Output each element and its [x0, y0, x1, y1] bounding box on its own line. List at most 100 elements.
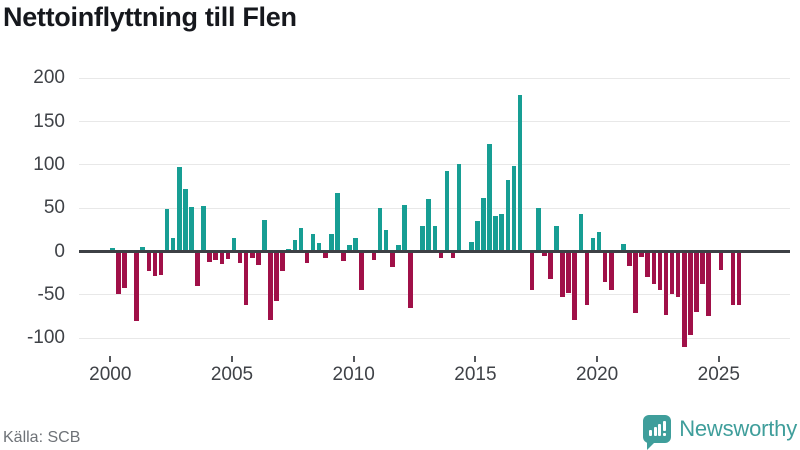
bar-negative — [359, 251, 365, 290]
bar-negative — [718, 251, 724, 270]
bar-negative — [438, 251, 444, 258]
bar-negative — [450, 251, 456, 258]
bar-positive — [578, 214, 584, 252]
bar-negative — [249, 251, 255, 259]
bar-positive — [487, 144, 492, 252]
x-axis-tick-label: 2010 — [332, 364, 375, 385]
bar-positive — [353, 237, 358, 252]
bar-negative — [134, 251, 139, 321]
bar-negative — [280, 251, 285, 272]
bar-negative — [560, 251, 565, 298]
x-axis-tick-label: 2000 — [89, 364, 132, 385]
gridline — [79, 77, 790, 79]
bar-negative — [213, 251, 219, 261]
bar-negative — [681, 251, 687, 347]
bar-positive — [335, 192, 340, 252]
newsworthy-logo[interactable]: Newsworthy — [643, 413, 797, 450]
bar-negative — [542, 251, 547, 256]
bar-negative — [207, 251, 212, 262]
bar-positive — [189, 207, 194, 252]
bar-negative — [566, 251, 571, 294]
bar-negative — [602, 251, 608, 282]
bar-negative — [195, 251, 200, 287]
bar-negative — [700, 251, 705, 285]
bar-negative — [146, 251, 152, 272]
page-title: Nettoinflyttning till Flen — [3, 2, 297, 32]
bar-negative — [274, 251, 279, 301]
logo-exclamation-dot-icon — [662, 433, 666, 436]
y-axis-tick-label: 0 — [54, 240, 65, 262]
bar-positive — [475, 221, 480, 252]
bar-negative — [639, 251, 644, 257]
bar-negative — [529, 251, 535, 291]
bar-positive — [298, 228, 304, 252]
bar-positive — [505, 179, 511, 252]
gridline — [79, 164, 790, 166]
bar-negative — [243, 251, 249, 306]
bar-positive — [183, 189, 188, 252]
bar-positive — [395, 245, 401, 252]
bar-positive — [469, 241, 474, 252]
gridline — [79, 294, 790, 296]
bar-negative — [608, 251, 614, 290]
bar-positive — [347, 244, 352, 252]
logo-bar-icon — [658, 424, 662, 436]
x-axis-tick-label: 2025 — [697, 364, 740, 385]
newsworthy-wordmark: Newsworthy — [679, 416, 797, 441]
bar-positive — [420, 225, 425, 252]
bar-positive — [310, 234, 316, 252]
bar-positive — [596, 231, 602, 252]
bar-negative — [584, 251, 590, 306]
logo-bar-icon — [649, 430, 653, 436]
bar-negative — [219, 251, 225, 264]
y-axis-tick-label: 150 — [33, 110, 65, 132]
bar-positive — [170, 237, 176, 252]
bar-positive — [481, 197, 486, 252]
bar-negative — [158, 251, 164, 275]
bar-negative — [706, 251, 711, 317]
bar-negative — [688, 251, 693, 335]
bar-positive — [590, 237, 596, 252]
bar-positive — [377, 208, 383, 252]
bar-positive — [110, 248, 115, 252]
bar-negative — [256, 251, 261, 266]
y-axis-tick-label: -100 — [26, 327, 65, 349]
bar-negative — [237, 251, 243, 263]
bar-negative — [694, 251, 699, 313]
x-axis-tick-label: 2020 — [575, 364, 619, 385]
bar-negative — [736, 251, 742, 306]
bar-positive — [511, 165, 517, 252]
bar-positive — [493, 216, 498, 252]
logo-exclamation-icon — [662, 421, 666, 431]
bar-positive — [316, 242, 322, 252]
bar-positive — [231, 237, 237, 252]
bar-positive — [621, 243, 626, 252]
bar-negative — [341, 251, 346, 262]
bar-positive — [432, 225, 438, 252]
bar-negative — [730, 251, 736, 306]
bar-negative — [645, 251, 651, 277]
bar-positive — [402, 204, 407, 252]
bar-positive — [262, 220, 267, 252]
source-note: Källa: SCB — [3, 429, 81, 446]
bar-negative — [663, 251, 669, 315]
x-axis-tick — [596, 356, 599, 362]
x-axis-tick — [352, 356, 355, 362]
bar-negative — [268, 251, 273, 320]
y-axis-tick-label: -50 — [37, 283, 65, 305]
bar-negative — [152, 251, 158, 276]
logo-bar-icon — [653, 427, 657, 436]
bar-negative — [122, 251, 127, 288]
bar-positive — [499, 214, 505, 252]
newsworthy-bubble-icon — [643, 415, 672, 450]
x-axis-tick — [474, 356, 477, 362]
bar-positive — [292, 240, 298, 252]
bar-negative — [669, 251, 675, 294]
bar-positive — [535, 208, 541, 252]
bar-negative — [675, 251, 681, 297]
bar-negative — [225, 251, 231, 260]
bar-negative — [389, 251, 395, 268]
zero-axis-line — [79, 250, 790, 253]
